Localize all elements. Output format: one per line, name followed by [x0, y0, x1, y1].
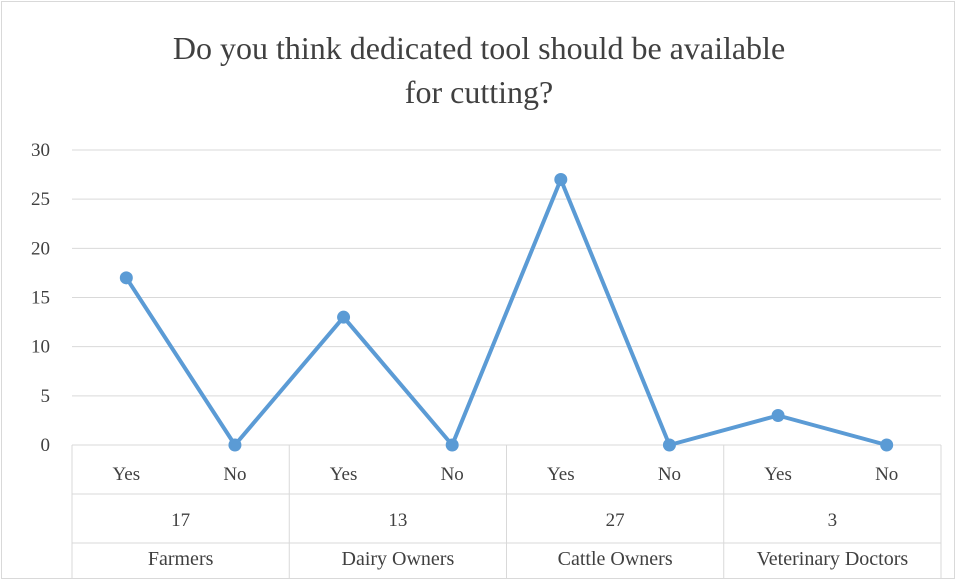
y-tick-label: 5: [41, 386, 51, 407]
data-point: [662, 438, 676, 452]
chart-title-line-1: Do you think dedicated tool should be av…: [172, 30, 786, 66]
x-category-label: No: [658, 464, 681, 485]
x-category-label: No: [223, 464, 246, 485]
data-point: [337, 310, 351, 324]
group-name-label: Cattle Owners: [558, 548, 673, 570]
group-name-label: Farmers: [148, 548, 214, 570]
x-category-label: Yes: [330, 464, 358, 485]
chart-title-line-2: for cutting?: [404, 74, 554, 110]
y-tick-label: 15: [31, 288, 50, 309]
data-point: [554, 173, 568, 186]
x-category-label: No: [441, 464, 464, 485]
series-line: [124, 177, 888, 447]
x-category-label: Yes: [547, 464, 575, 485]
y-tick-label: 0: [41, 435, 51, 456]
group-value-label: 13: [388, 510, 407, 531]
chart-title: Do you think dedicated tool should be av…: [0, 26, 958, 114]
group-name-label: Veterinary Doctors: [757, 548, 909, 570]
data-point: [771, 409, 785, 422]
y-tick-label: 10: [31, 337, 50, 358]
y-tick-label: 20: [31, 238, 50, 259]
group-value-label: 3: [828, 510, 838, 531]
data-point: [119, 271, 133, 285]
group-value-label: 27: [606, 510, 625, 531]
x-category-label: Yes: [764, 464, 792, 485]
x-category-label: No: [875, 464, 898, 485]
data-point: [445, 438, 459, 452]
x-category-label: Yes: [112, 464, 140, 485]
group-name-label: Dairy Owners: [342, 548, 455, 570]
y-tick-label: 25: [31, 189, 50, 210]
data-point: [880, 438, 894, 452]
group-value-label: 17: [171, 510, 190, 531]
data-point: [228, 438, 242, 452]
y-tick-label: 30: [31, 140, 50, 161]
